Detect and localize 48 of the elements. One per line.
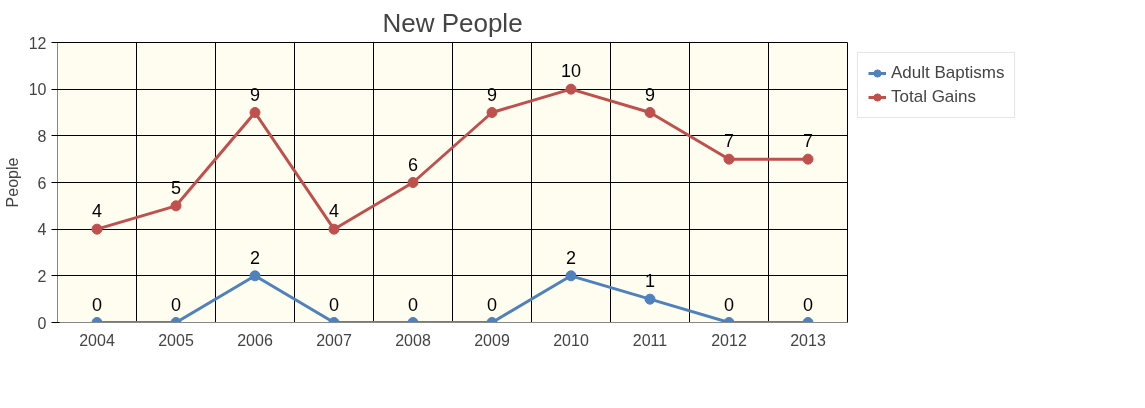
point (91, 223, 103, 235)
data-label: 0 (91, 294, 103, 315)
y-tick-label: 4 (37, 221, 47, 239)
y-tick-label: 2 (37, 267, 47, 285)
x-tick-label: 2012 (711, 331, 747, 349)
data-label: 4 (91, 201, 103, 222)
data-label: 2 (249, 247, 261, 268)
data-label: 4 (328, 201, 340, 222)
point (486, 107, 498, 118)
point (644, 293, 656, 305)
x-tick-label: 2006 (237, 331, 273, 349)
data-label: 5 (170, 177, 182, 198)
x-tick-label: 2004 (79, 331, 115, 349)
chart-title: New People (382, 7, 523, 38)
point (565, 83, 577, 95)
data-label: 6 (407, 154, 419, 175)
y-axis-title: People (3, 157, 21, 208)
point (170, 200, 182, 212)
point (328, 223, 340, 235)
point (407, 177, 419, 188)
y-tick-label: 0 (37, 314, 47, 332)
data-label: 0 (723, 294, 735, 315)
point (565, 270, 577, 282)
data-label: 0 (407, 294, 419, 315)
x-tick-label: 2007 (316, 331, 352, 349)
x-tick-label: 2008 (395, 331, 431, 349)
data-label: 0 (802, 294, 814, 315)
x-tick-label: 2009 (474, 331, 510, 349)
x-tick-label: 2011 (632, 331, 668, 349)
y-tick-label: 8 (37, 127, 47, 145)
data-label: 0 (170, 294, 182, 315)
data-label: 10 (560, 61, 582, 82)
data-label: 2 (565, 247, 577, 268)
legend-label: Adult Baptisms (891, 63, 1005, 83)
point (249, 270, 261, 282)
y-tick-label: 12 (28, 34, 47, 52)
point (249, 107, 261, 118)
x-tick-label: 2013 (790, 331, 826, 349)
data-label: 0 (328, 294, 340, 315)
y-tick-label: 6 (37, 174, 47, 192)
y-tick-label: 10 (28, 81, 47, 99)
point (802, 153, 814, 165)
x-tick-label: 2010 (553, 331, 589, 349)
x-tick-label: 2005 (158, 331, 194, 349)
legend-label: Total Gains (891, 87, 977, 107)
point (644, 107, 656, 118)
point (723, 153, 735, 165)
data-label: 0 (486, 294, 498, 315)
